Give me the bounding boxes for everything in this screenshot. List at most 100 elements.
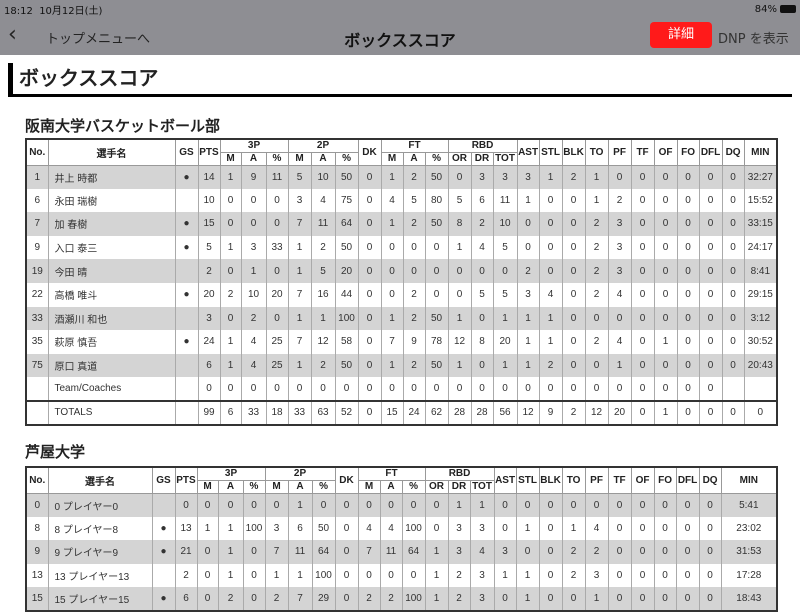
cell-ft-pct: 100 xyxy=(401,516,426,541)
cell-dr: 5 xyxy=(470,282,494,307)
cell-name: 今田 晴 xyxy=(47,259,176,283)
column-header-pct: % xyxy=(242,479,266,494)
cell-3p-m: 0 xyxy=(219,306,242,331)
cell-fo: 0 xyxy=(676,212,700,236)
cell-or: 0 xyxy=(447,282,472,307)
cell-name: 高橋 唯斗 xyxy=(47,282,176,307)
cell-2p-pct: 44 xyxy=(334,282,359,307)
cell-3p-pct: 0 xyxy=(265,212,289,236)
column-header-pf: PF xyxy=(584,466,609,494)
cell-name: TOTALS xyxy=(47,399,176,425)
column-header-dq: DQ xyxy=(698,466,722,494)
cell-min: 18:43 xyxy=(720,587,778,611)
cell-2p-m: 0 xyxy=(287,377,312,401)
cell-ft-a: 0 xyxy=(402,259,426,283)
cell-stl: 1 xyxy=(538,165,563,189)
cell-3p-pct: 0 xyxy=(265,377,289,401)
cell-3p-m: 0 xyxy=(219,188,242,213)
column-header-to: TO xyxy=(584,138,609,166)
cell-ft-a: 2 xyxy=(402,165,426,189)
cell-2p-pct: 52 xyxy=(334,399,359,425)
cell-ast: 0 xyxy=(516,212,540,236)
cell-blk: 0 xyxy=(561,330,586,354)
cell-or: 28 xyxy=(447,399,472,425)
column-header-ft: FT xyxy=(357,466,426,481)
cell-name: 萩原 慎吾 xyxy=(47,330,176,354)
detail-button[interactable]: 詳細 xyxy=(650,22,712,48)
cell-to: 1 xyxy=(584,188,609,213)
cell-name: 井上 時都 xyxy=(47,165,176,189)
cell-dr: 3 xyxy=(447,540,471,564)
player-row: 75 原口 真道 6 1 4 25 1 2 50 0 1 2 50 1 0 1 1 2 0 0 1 0 0 0 0 0 20:43 xyxy=(25,353,778,378)
cell-dq: 0 xyxy=(721,235,745,260)
cell-dk: 0 xyxy=(357,188,382,213)
cell-ast: 1 xyxy=(516,188,540,213)
cell-blk: 0 xyxy=(561,212,586,236)
battery-percent: 84% xyxy=(754,3,777,15)
cell-dk: 0 xyxy=(334,516,359,541)
cell-stl: 1 xyxy=(515,516,540,541)
cell-or: 0 xyxy=(424,516,449,541)
cell-or: 1 xyxy=(424,563,449,588)
cell-2p-pct: 50 xyxy=(334,235,359,260)
column-header-ft: FT xyxy=(380,138,449,153)
cell-fo: 0 xyxy=(676,353,700,378)
column-header-blk: BLK xyxy=(561,138,586,166)
cell-dr: 8 xyxy=(470,330,494,354)
cell-ft-a: 0 xyxy=(379,493,403,517)
cell-dq: 0 xyxy=(698,540,722,564)
cell-2p-m: 7 xyxy=(264,540,289,564)
cell-dr: 6 xyxy=(470,188,494,213)
cell-dfl: 0 xyxy=(698,306,723,331)
cell-name: 8 プレイヤー8 xyxy=(47,516,153,541)
cell-tf: 0 xyxy=(630,330,655,354)
cell-tot: 10 xyxy=(492,212,518,236)
cell-gs xyxy=(174,188,199,213)
cell-3p-pct: 33 xyxy=(265,235,289,260)
team-name: 阪南大学バスケットボール部 xyxy=(25,117,221,135)
column-header-pct: % xyxy=(334,151,359,166)
cell-dq: 0 xyxy=(721,282,745,307)
cell-3p-a: 2 xyxy=(217,587,244,611)
cell-tf: 0 xyxy=(630,377,655,401)
player-row: 9 入口 泰三 ● 5 1 3 33 1 2 50 0 0 0 0 1 4 5 0 0 0 2 3 0 0 0 0 0 24:17 xyxy=(25,235,778,260)
cell-2p-pct: 75 xyxy=(334,188,359,213)
cell-ast: 0 xyxy=(516,235,540,260)
cell-tf: 0 xyxy=(630,188,655,213)
cell-no: 7 xyxy=(25,212,49,236)
cell-dk: 0 xyxy=(357,353,382,378)
cell-3p-a: 1 xyxy=(217,563,244,588)
cell-or: 0 xyxy=(447,165,472,189)
player-row: 35 萩原 慎吾 ● 24 1 4 25 7 12 58 0 7 9 78 12 8 20 1 1 0 2 4 0 1 0 0 0 3… xyxy=(25,330,778,354)
column-header-fo: FO xyxy=(676,138,700,166)
cell-dk: 0 xyxy=(334,493,359,517)
cell-of: 0 xyxy=(630,587,655,611)
cell-no: 8 xyxy=(25,516,49,541)
show-dnp-button[interactable]: DNP を表示 xyxy=(718,32,789,47)
cell-3p-pct: 100 xyxy=(242,516,266,541)
cell-dr: 0 xyxy=(470,259,494,283)
cell-blk: 0 xyxy=(538,563,563,588)
cell-2p-a: 12 xyxy=(310,330,336,354)
chevron-left-icon[interactable]: ‹ xyxy=(8,22,17,47)
cell-tot: 5 xyxy=(492,282,518,307)
cell-to: 2 xyxy=(584,330,609,354)
cell-stl: 0 xyxy=(538,235,563,260)
cell-dq xyxy=(721,377,745,401)
column-header-rbd: RBD xyxy=(447,138,518,153)
cell-of: 0 xyxy=(653,165,678,189)
cell-ft-a: 2 xyxy=(379,587,403,611)
cell-2p-pct: 100 xyxy=(334,306,359,331)
column-header-m: M xyxy=(264,479,289,494)
cell-blk: 0 xyxy=(538,493,563,517)
cell-pts: 2 xyxy=(174,563,198,588)
cell-of: 0 xyxy=(653,353,678,378)
column-header-ast: AST xyxy=(493,466,517,494)
cell-pf: 4 xyxy=(607,282,632,307)
cell-no: 33 xyxy=(25,306,49,331)
cell-dfl: 0 xyxy=(675,563,700,588)
cell-2p-m: 5 xyxy=(287,165,312,189)
cell-3p-a: 0 xyxy=(217,493,244,517)
back-button[interactable]: トップメニューへ xyxy=(46,32,151,47)
cell-blk: 0 xyxy=(538,516,563,541)
